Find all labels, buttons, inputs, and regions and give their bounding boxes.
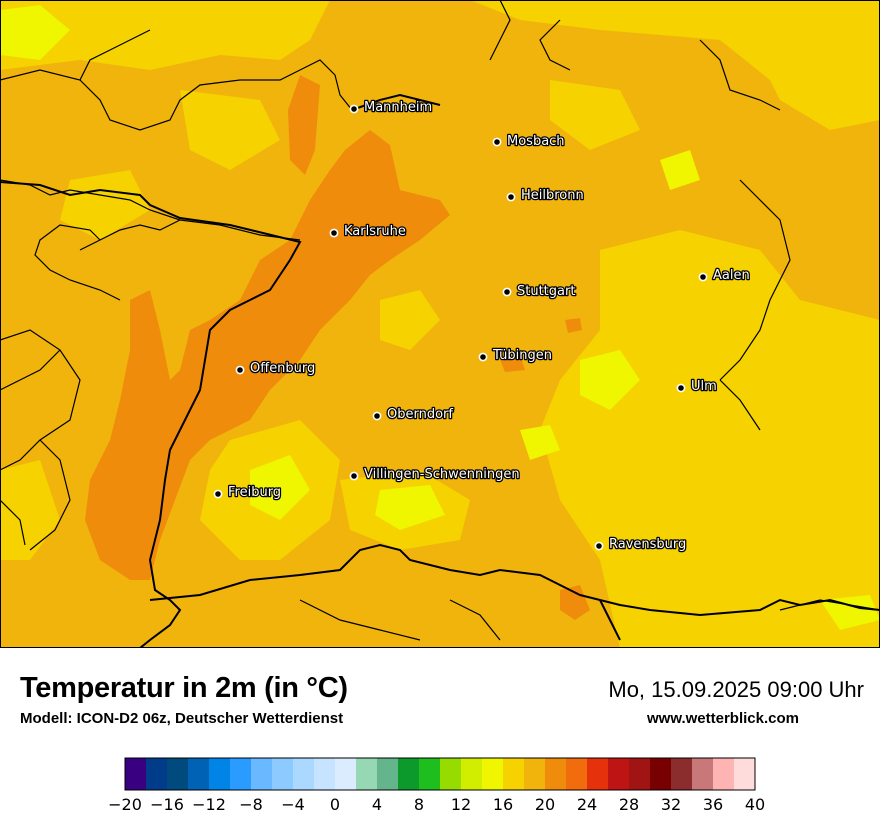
legend-tick-label: −12 — [192, 795, 226, 814]
legend-tick-label: 28 — [619, 795, 639, 814]
legend-tick-label: −4 — [281, 795, 305, 814]
model-source: Modell: ICON-D2 06z, Deutscher Wetterdie… — [20, 710, 344, 727]
legend-color-swatch — [692, 758, 714, 790]
legend-tick-label: 8 — [414, 795, 424, 814]
legend-tick-label: 20 — [535, 795, 555, 814]
legend-tick-label: 12 — [451, 795, 471, 814]
legend-color-swatch — [419, 758, 441, 790]
svg-text:Heilbronn: Heilbronn — [521, 188, 584, 203]
svg-text:Mannheim: Mannheim — [364, 100, 432, 115]
svg-text:Villingen-Schwenningen: Villingen-Schwenningen — [364, 467, 520, 482]
city-marker-aalen[interactable]: Aalen — [698, 267, 751, 284]
legend-color-swatch — [272, 758, 294, 790]
legend-tick-label: 32 — [661, 795, 681, 814]
legend-color-swatch — [293, 758, 315, 790]
city-marker-mosbach[interactable]: Mosbach — [492, 133, 566, 150]
legend-color-swatch — [209, 758, 231, 790]
legend-color-swatch — [314, 758, 336, 790]
svg-text:Freiburg: Freiburg — [228, 485, 281, 500]
city-marker-ravensburg[interactable]: Ravensburg — [594, 536, 688, 553]
svg-text:Oberndorf: Oberndorf — [387, 407, 453, 422]
legend-tick-label: −16 — [150, 795, 184, 814]
map-title: Temperatur in 2m (in °C) — [20, 672, 348, 704]
legend-color-swatch — [713, 758, 735, 790]
legend-color-swatch — [251, 758, 273, 790]
svg-text:Ulm: Ulm — [691, 379, 717, 394]
legend-tick-label: −8 — [239, 795, 263, 814]
svg-text:Mosbach: Mosbach — [507, 134, 565, 149]
legend-frame — [124, 757, 756, 791]
legend-color-swatch — [608, 758, 630, 790]
svg-text:Tübingen: Tübingen — [492, 348, 552, 363]
legend-color-swatch — [461, 758, 483, 790]
temperature-zones-16-18 — [0, 0, 880, 648]
legend-color-swatch — [524, 758, 546, 790]
city-marker-oberndorf[interactable]: Oberndorf — [372, 406, 455, 423]
city-marker-heilbronn[interactable]: Heilbronn — [506, 187, 585, 204]
legend-color-swatch — [335, 758, 357, 790]
legend-color-swatch — [734, 758, 756, 790]
legend-tick-label: 16 — [493, 795, 513, 814]
temperature-map: Mannheim Mosbach Heilbronn Karlsruhe Aal… — [0, 0, 880, 648]
temperature-zones-14-16 — [0, 5, 880, 630]
legend-color-swatch — [629, 758, 651, 790]
legend-color-swatch — [377, 758, 399, 790]
legend-color-swatch — [650, 758, 672, 790]
legend-tick-label: −20 — [108, 795, 142, 814]
legend-color-swatch — [230, 758, 252, 790]
svg-text:Stuttgart: Stuttgart — [517, 284, 575, 299]
city-marker-villingen-schwenningen[interactable]: Villingen-Schwenningen — [349, 466, 521, 483]
map-canvas: Mannheim Mosbach Heilbronn Karlsruhe Aal… — [0, 0, 880, 648]
legend-color-swatch — [356, 758, 378, 790]
country-borders — [0, 93, 880, 648]
border-lines — [0, 0, 880, 641]
legend-color-swatch — [398, 758, 420, 790]
legend-color-swatch — [167, 758, 189, 790]
legend-color-swatch — [146, 758, 168, 790]
city-marker-ulm[interactable]: Ulm — [676, 378, 718, 395]
legend-tick-label: 40 — [745, 795, 765, 814]
legend-color-swatch — [503, 758, 525, 790]
city-marker-freiburg[interactable]: Freiburg — [213, 484, 282, 501]
svg-text:Ravensburg: Ravensburg — [609, 537, 686, 552]
legend-scale: −20 −16 −12 −8 −4 0 4 8 12 16 20 24 28 32 36 40 — [108, 757, 765, 814]
city-markers: Mannheim Mosbach Heilbronn Karlsruhe Aal… — [213, 99, 751, 553]
temperature-zones-20-22 — [85, 75, 590, 620]
svg-text:Aalen: Aalen — [713, 268, 750, 283]
legend-color-swatch — [545, 758, 567, 790]
city-marker-stuttgart[interactable]: Stuttgart — [502, 283, 577, 300]
svg-text:Offenburg: Offenburg — [250, 361, 315, 376]
legend-color-swatch — [440, 758, 462, 790]
legend-color-swatch — [188, 758, 210, 790]
legend-color-swatch — [671, 758, 693, 790]
legend-tick-label: 36 — [703, 795, 723, 814]
forecast-datetime: Mo, 15.09.2025 09:00 Uhr — [608, 677, 864, 702]
legend-tick-label: 4 — [372, 795, 382, 814]
legend-tick-label: 24 — [577, 795, 597, 814]
city-marker-offenburg[interactable]: Offenburg — [235, 360, 317, 377]
city-marker-tuebingen[interactable]: Tübingen — [478, 347, 553, 364]
city-marker-karlsruhe[interactable]: Karlsruhe — [329, 223, 407, 240]
website-link[interactable]: www.wetterblick.com — [647, 710, 799, 727]
legend-color-swatch — [566, 758, 588, 790]
legend-color-swatch — [125, 758, 147, 790]
legend-color-swatch — [482, 758, 504, 790]
legend-tick-label: 0 — [330, 795, 340, 814]
color-legend: −20 −16 −12 −8 −4 0 4 8 12 16 20 24 28 32 36 40 — [0, 750, 880, 830]
legend-color-swatch — [587, 758, 609, 790]
city-marker-mannheim[interactable]: Mannheim — [349, 99, 433, 116]
svg-text:Karlsruhe: Karlsruhe — [344, 224, 406, 239]
